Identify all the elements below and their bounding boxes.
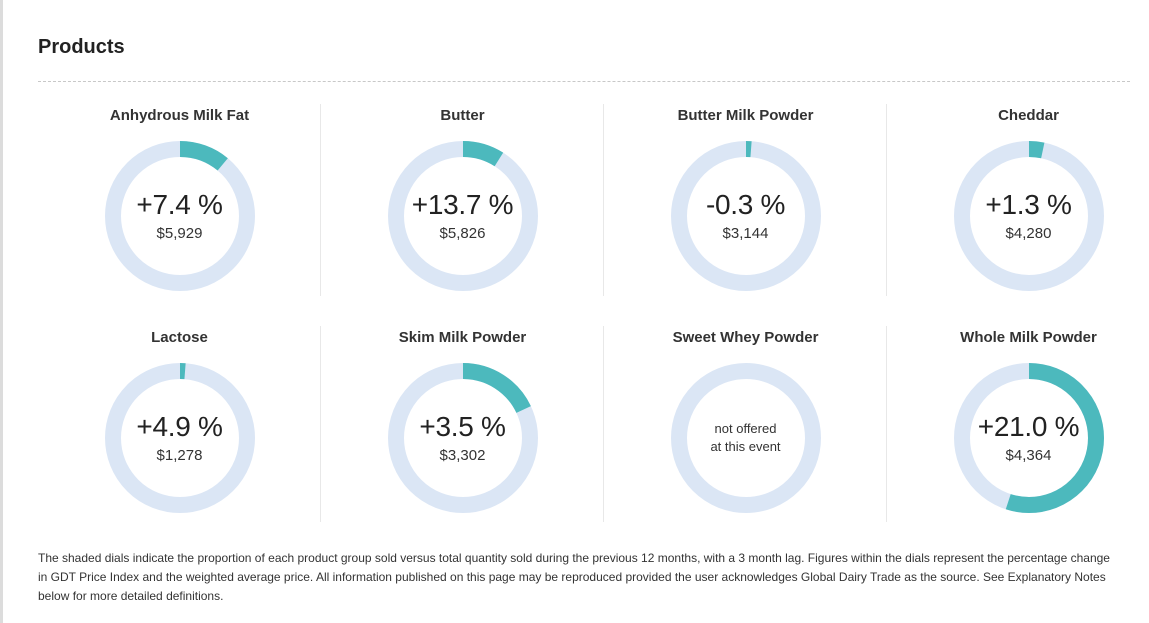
product-card-sweet-whey-powder: Sweet Whey Powder not offered at this ev…	[604, 326, 887, 522]
price-index-change: +1.3 %	[985, 188, 1072, 220]
average-price: $3,302	[439, 446, 486, 464]
dial-fill	[670, 141, 821, 291]
dial-ring	[953, 141, 1104, 291]
product-card-butter: Butter +13.7 % $5,826	[321, 104, 604, 296]
average-price: $5,826	[439, 224, 486, 242]
product-name: Sweet Whey Powder	[672, 329, 819, 346]
product-dial: +13.7 % $5,826	[387, 140, 539, 292]
dial-text: +13.7 % $5,826	[387, 140, 539, 292]
product-dial: not offered at this event	[670, 362, 822, 514]
dial-text: +7.4 % $5,929	[104, 140, 256, 292]
product-card-whole-milk-powder: Whole Milk Powder +21.0 % $4,364	[887, 326, 1149, 522]
product-name: Lactose	[151, 329, 208, 346]
dial-text: +1.3 % $4,280	[953, 140, 1105, 292]
price-index-change: +21.0 %	[977, 410, 1080, 442]
dial-text: +21.0 % $4,364	[953, 362, 1105, 514]
product-name: Cheddar	[998, 107, 1059, 124]
dial-ring	[387, 363, 538, 513]
dial-fill	[953, 363, 1104, 513]
price-index-change: -0.3 %	[705, 188, 786, 220]
section-title: Products	[38, 36, 125, 58]
products-panel: Products Anhydrous Milk Fat +7.4 % $5,92…	[38, 0, 1130, 623]
price-index-change: +7.4 %	[136, 188, 223, 220]
product-card-cheddar: Cheddar +1.3 % $4,280	[887, 104, 1149, 296]
dial-ring	[953, 363, 1104, 513]
product-dial: +1.3 % $4,280	[953, 140, 1105, 292]
dial-track	[670, 363, 821, 513]
dial-text: +3.5 % $3,302	[387, 362, 539, 514]
product-dial: +21.0 % $4,364	[953, 362, 1105, 514]
average-price: $4,280	[1005, 224, 1052, 242]
product-card-lactose: Lactose +4.9 % $1,278	[38, 326, 321, 522]
dial-ring	[104, 363, 255, 513]
not-offered-note: not offered at this event	[710, 421, 781, 454]
product-card-anhydrous-milk-fat: Anhydrous Milk Fat +7.4 % $5,929	[38, 104, 321, 296]
price-index-change: +4.9 %	[136, 410, 223, 442]
price-index-change: +13.7 %	[411, 188, 514, 220]
average-price: $1,278	[156, 446, 203, 464]
dial-ring	[387, 141, 538, 291]
average-price: $3,144	[722, 224, 769, 242]
product-dial: +3.5 % $3,302	[387, 362, 539, 514]
dial-text: -0.3 % $3,144	[670, 140, 822, 292]
dial-text: +4.9 % $1,278	[104, 362, 256, 514]
dial-fill	[104, 363, 255, 513]
product-card-butter-milk-powder: Butter Milk Powder -0.3 % $3,144	[604, 104, 887, 296]
dials-explanation-note: The shaded dials indicate the proportion…	[38, 551, 1110, 603]
dial-fill	[953, 141, 1104, 291]
average-price: $4,364	[1005, 446, 1052, 464]
product-dial: +7.4 % $5,929	[104, 140, 256, 292]
product-name: Skim Milk Powder	[398, 329, 527, 346]
product-dial: -0.3 % $3,144	[670, 140, 822, 292]
product-name: Butter	[440, 107, 485, 124]
dashed-divider	[38, 81, 1130, 82]
product-dial: +4.9 % $1,278	[104, 362, 256, 514]
dial-fill	[387, 141, 538, 291]
price-index-change: +3.5 %	[419, 410, 506, 442]
product-name: Butter Milk Powder	[677, 107, 814, 124]
product-name: Anhydrous Milk Fat	[109, 107, 250, 124]
dial-fill	[104, 141, 255, 291]
product-name: Whole Milk Powder	[960, 329, 1097, 346]
dial-fill	[387, 363, 538, 513]
left-border	[0, 0, 3, 623]
product-card-skim-milk-powder: Skim Milk Powder +3.5 % $3,302	[321, 326, 604, 522]
dial-ring	[670, 141, 821, 291]
average-price: $5,929	[156, 224, 203, 242]
dial-ring	[104, 141, 255, 291]
product-grid: Anhydrous Milk Fat +7.4 % $5,929 Butter	[38, 104, 1130, 522]
dial-text: not offered at this event	[670, 362, 822, 514]
dial-ring	[670, 363, 821, 513]
